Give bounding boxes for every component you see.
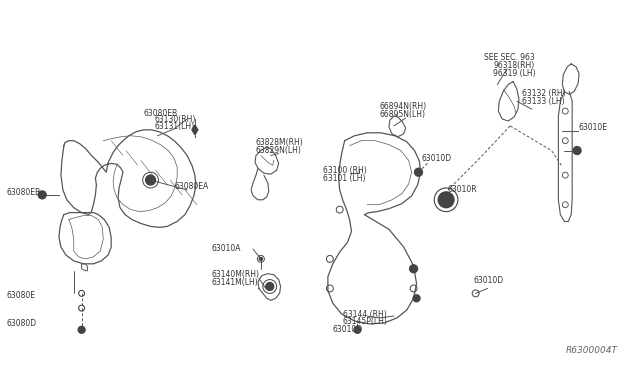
Circle shape [573,147,581,154]
Text: 96318(RH): 96318(RH) [493,61,534,70]
Text: 66895N(LH): 66895N(LH) [379,110,425,119]
Text: 63828M(RH): 63828M(RH) [256,138,304,147]
Text: 63130(RH): 63130(RH) [154,115,196,124]
Circle shape [410,265,417,273]
Text: 63010E: 63010E [578,124,607,132]
Text: 63010A: 63010A [212,244,241,253]
Text: 63145P(LH): 63145P(LH) [342,317,388,327]
Text: 63133 (LH): 63133 (LH) [522,97,564,106]
Circle shape [78,326,85,333]
Text: 63080D: 63080D [7,320,37,328]
Text: 63010D: 63010D [474,276,504,285]
Text: 63101 (LH): 63101 (LH) [323,174,365,183]
Circle shape [413,295,420,302]
Text: R6300004T: R6300004T [566,346,618,355]
Circle shape [146,175,156,185]
Text: 63829N(LH): 63829N(LH) [256,146,302,155]
Text: 63100 (RH): 63100 (RH) [323,166,367,175]
Text: 63080EB: 63080EB [143,109,177,118]
Circle shape [438,192,454,208]
Circle shape [38,191,46,199]
Text: 66894N(RH): 66894N(RH) [379,102,426,111]
Text: 63140M(RH): 63140M(RH) [212,270,260,279]
Text: 63132 (RH): 63132 (RH) [522,89,566,98]
Text: 63010D: 63010D [422,154,452,163]
Text: 63080EA: 63080EA [174,182,209,190]
Circle shape [354,326,361,333]
Circle shape [266,283,274,291]
Text: 63010D: 63010D [333,326,363,334]
Text: 63080E: 63080E [7,291,36,300]
Text: 63131(LH): 63131(LH) [154,122,195,131]
Text: 63141M(LH): 63141M(LH) [212,278,259,287]
Circle shape [259,257,262,260]
Text: SEE SEC. 963: SEE SEC. 963 [484,54,534,62]
Text: 63010R: 63010R [447,185,477,195]
Text: 63144 (RH): 63144 (RH) [342,310,387,318]
Text: 96319 (LH): 96319 (LH) [493,69,536,78]
Text: 63080EB: 63080EB [7,188,41,198]
Polygon shape [192,125,198,135]
Circle shape [415,168,422,176]
